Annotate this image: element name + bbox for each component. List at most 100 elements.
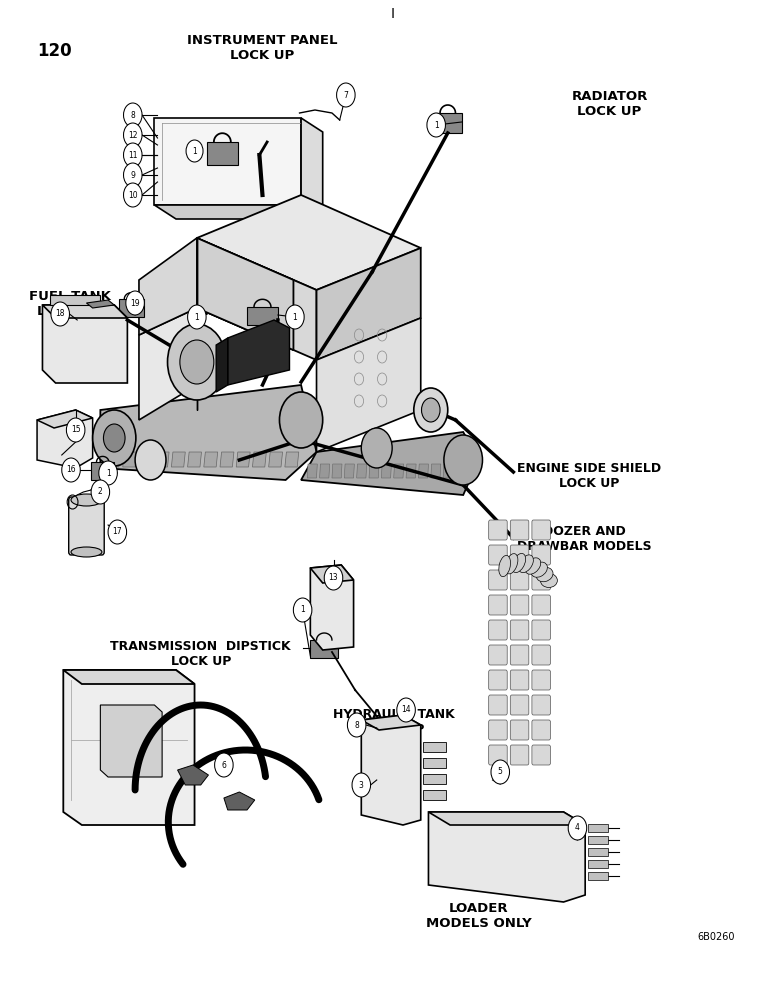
Polygon shape: [91, 462, 114, 480]
Polygon shape: [107, 452, 120, 467]
Circle shape: [414, 388, 448, 432]
Polygon shape: [139, 238, 197, 335]
Polygon shape: [37, 410, 93, 468]
Polygon shape: [285, 452, 299, 467]
Circle shape: [108, 520, 127, 544]
Polygon shape: [37, 410, 93, 428]
Polygon shape: [307, 464, 317, 478]
Circle shape: [286, 305, 304, 329]
Polygon shape: [197, 195, 421, 290]
Circle shape: [168, 324, 226, 400]
FancyBboxPatch shape: [510, 595, 529, 615]
Circle shape: [180, 340, 214, 384]
Polygon shape: [204, 452, 218, 467]
Ellipse shape: [499, 555, 510, 577]
Polygon shape: [207, 142, 238, 165]
Text: TRANSMISSION  DIPSTICK
LOCK UP: TRANSMISSION DIPSTICK LOCK UP: [110, 640, 291, 668]
FancyBboxPatch shape: [489, 695, 507, 715]
Polygon shape: [197, 238, 293, 350]
Text: 10: 10: [128, 190, 137, 200]
Text: 14: 14: [401, 706, 411, 714]
Polygon shape: [428, 812, 585, 825]
Polygon shape: [588, 836, 608, 844]
Text: 5: 5: [498, 768, 503, 776]
Polygon shape: [63, 670, 195, 684]
FancyBboxPatch shape: [489, 645, 507, 665]
Polygon shape: [468, 464, 478, 478]
Polygon shape: [188, 452, 201, 467]
Text: I: I: [390, 7, 394, 21]
Circle shape: [279, 392, 323, 448]
Ellipse shape: [525, 558, 540, 574]
Text: 8: 8: [354, 720, 359, 730]
Text: 19: 19: [130, 298, 140, 308]
Polygon shape: [139, 308, 197, 420]
FancyBboxPatch shape: [489, 670, 507, 690]
Text: 9: 9: [130, 170, 135, 180]
Polygon shape: [228, 320, 290, 385]
Polygon shape: [42, 305, 127, 318]
Polygon shape: [197, 238, 293, 350]
FancyBboxPatch shape: [532, 545, 550, 565]
Text: 6B0260: 6B0260: [698, 932, 735, 942]
FancyBboxPatch shape: [532, 620, 550, 640]
Text: 3: 3: [359, 780, 364, 790]
Ellipse shape: [71, 547, 102, 557]
Polygon shape: [394, 464, 404, 478]
Polygon shape: [139, 452, 153, 467]
Polygon shape: [455, 464, 466, 478]
FancyBboxPatch shape: [510, 645, 529, 665]
Circle shape: [91, 480, 110, 504]
Polygon shape: [50, 295, 100, 305]
Polygon shape: [320, 464, 330, 478]
Circle shape: [347, 713, 366, 737]
Polygon shape: [588, 872, 608, 880]
Circle shape: [361, 428, 392, 468]
Text: ENGINE SIDE SHIELD
LOCK UP: ENGINE SIDE SHIELD LOCK UP: [517, 462, 662, 490]
Polygon shape: [119, 299, 144, 317]
FancyBboxPatch shape: [489, 620, 507, 640]
Polygon shape: [247, 307, 278, 325]
Polygon shape: [357, 464, 367, 478]
Text: 1: 1: [293, 312, 297, 322]
Text: 7: 7: [344, 91, 348, 100]
Polygon shape: [171, 452, 185, 467]
Polygon shape: [423, 774, 446, 784]
FancyBboxPatch shape: [510, 720, 529, 740]
FancyBboxPatch shape: [532, 595, 550, 615]
FancyBboxPatch shape: [532, 720, 550, 740]
FancyBboxPatch shape: [489, 595, 507, 615]
FancyBboxPatch shape: [510, 545, 529, 565]
FancyBboxPatch shape: [532, 670, 550, 690]
Text: HYDRAULIC TANK
LOCK UP: HYDRAULIC TANK LOCK UP: [333, 708, 455, 736]
Ellipse shape: [512, 553, 526, 573]
Circle shape: [568, 816, 587, 840]
Text: 15: 15: [71, 426, 80, 434]
Text: DOZER AND
DRAWBAR MODELS: DOZER AND DRAWBAR MODELS: [517, 525, 652, 553]
Circle shape: [103, 424, 125, 452]
Polygon shape: [369, 464, 379, 478]
FancyBboxPatch shape: [532, 695, 550, 715]
Polygon shape: [588, 848, 608, 856]
Polygon shape: [317, 248, 421, 360]
FancyBboxPatch shape: [510, 670, 529, 690]
FancyBboxPatch shape: [489, 570, 507, 590]
Circle shape: [62, 458, 80, 482]
Circle shape: [124, 183, 142, 207]
FancyBboxPatch shape: [532, 745, 550, 765]
Polygon shape: [100, 705, 162, 777]
Polygon shape: [434, 113, 462, 133]
Text: 1: 1: [192, 146, 197, 155]
FancyBboxPatch shape: [489, 720, 507, 740]
Circle shape: [126, 291, 144, 315]
FancyBboxPatch shape: [510, 520, 529, 540]
Polygon shape: [588, 824, 608, 832]
Polygon shape: [236, 452, 250, 467]
Circle shape: [337, 83, 355, 107]
Text: FUEL TANK
LOCK UP: FUEL TANK LOCK UP: [29, 290, 110, 318]
Circle shape: [93, 410, 136, 466]
Ellipse shape: [531, 562, 547, 577]
Ellipse shape: [71, 494, 102, 506]
Circle shape: [215, 753, 233, 777]
Polygon shape: [423, 742, 446, 752]
